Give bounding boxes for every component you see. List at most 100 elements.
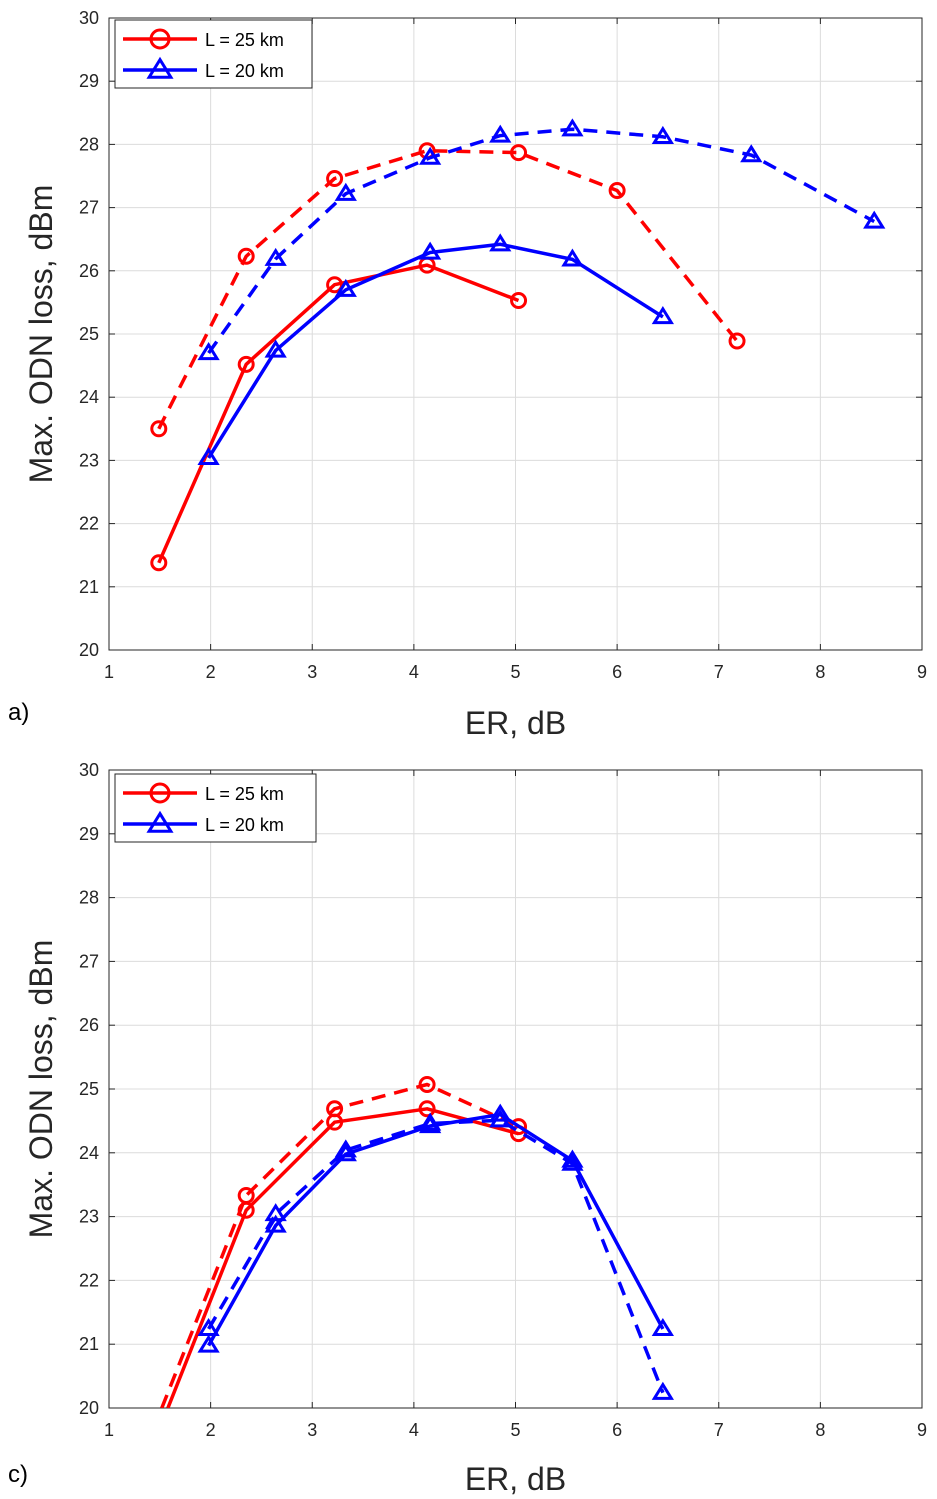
data-point xyxy=(197,1317,220,1337)
legend-marker xyxy=(149,782,171,804)
legend-label: L = 25 km xyxy=(205,784,284,804)
legend: L = 25 km L = 20 km xyxy=(114,773,317,843)
x-axis-label: ER, dB xyxy=(465,705,566,741)
data-point xyxy=(418,1076,436,1094)
data-point xyxy=(334,1143,357,1162)
data-point xyxy=(326,170,344,188)
data-point xyxy=(418,1112,442,1131)
data-point xyxy=(237,247,255,265)
legend-entry: L = 20 km xyxy=(123,810,284,835)
legend-entry: L = 25 km xyxy=(123,782,284,804)
y-tick-label: 30 xyxy=(79,8,99,28)
x-tick-label: 8 xyxy=(815,1420,825,1440)
series-line xyxy=(160,1082,520,1408)
x-tick-label: 7 xyxy=(714,662,724,682)
data-point xyxy=(326,1100,344,1118)
legend-label: L = 20 km xyxy=(205,61,284,81)
data-point xyxy=(489,124,512,143)
y-tick-label: 22 xyxy=(79,1270,99,1290)
y-tick-label: 24 xyxy=(79,1143,99,1163)
x-tick-label: 2 xyxy=(206,1420,216,1440)
data-point xyxy=(264,339,287,358)
series-line xyxy=(207,1118,665,1394)
series-line xyxy=(207,242,664,459)
data-point xyxy=(561,118,584,137)
x-tick-label: 6 xyxy=(612,662,622,682)
x-tick-label: 7 xyxy=(714,1420,724,1440)
series-3 xyxy=(197,233,674,466)
legend: L = 25 km L = 20 km xyxy=(114,19,313,89)
y-tick-label: 28 xyxy=(79,888,99,908)
x-tick-label: 3 xyxy=(307,1420,317,1440)
data-point xyxy=(489,233,512,252)
y-tick-label: 20 xyxy=(79,640,99,660)
data-point xyxy=(334,1139,357,1158)
series-line xyxy=(166,1107,519,1408)
y-tick-label: 26 xyxy=(79,1015,99,1035)
legend-label: L = 25 km xyxy=(205,30,284,50)
data-point xyxy=(489,1109,512,1128)
data-point xyxy=(728,332,746,350)
legend-entry: L = 20 km xyxy=(123,56,284,81)
x-tick-label: 6 xyxy=(612,1420,622,1440)
series-group xyxy=(150,118,886,572)
y-tick-label: 26 xyxy=(79,261,99,281)
data-point xyxy=(561,248,584,267)
y-tick-label: 20 xyxy=(79,1398,99,1418)
data-point xyxy=(264,247,287,266)
y-tick-label: 21 xyxy=(79,1334,99,1354)
data-point xyxy=(740,144,763,163)
y-tick-label: 27 xyxy=(79,198,99,218)
data-point xyxy=(264,1203,287,1222)
x-tick-label: 1 xyxy=(104,662,114,682)
data-point xyxy=(237,1187,255,1205)
series-line xyxy=(157,263,520,564)
data-point xyxy=(197,446,220,466)
series-2 xyxy=(150,142,746,438)
data-point xyxy=(237,355,255,373)
data-point xyxy=(326,276,344,294)
data-point xyxy=(197,1334,220,1353)
data-point xyxy=(510,292,528,310)
y-tick-label: 23 xyxy=(79,1207,99,1227)
x-tick-label: 9 xyxy=(917,662,927,682)
x-tick-label: 1 xyxy=(104,1420,114,1440)
data-point xyxy=(334,278,357,297)
data-point xyxy=(418,1100,436,1118)
y-tick-label: 28 xyxy=(79,134,99,154)
x-axis-label: ER, dB xyxy=(465,1461,566,1497)
series-4 xyxy=(197,1109,674,1400)
legend-marker xyxy=(146,56,174,79)
y-axis-label: Max. ODN loss, dBm xyxy=(23,940,59,1239)
data-point xyxy=(651,1381,674,1400)
x-tick-label: 5 xyxy=(510,1420,520,1440)
legend-marker xyxy=(149,28,171,50)
legend-marker xyxy=(146,810,174,833)
data-point xyxy=(150,420,168,438)
x-tick-label: 4 xyxy=(409,1420,419,1440)
x-tick-label: 5 xyxy=(510,662,520,682)
x-tick-label: 9 xyxy=(917,1420,927,1440)
data-point xyxy=(561,1152,584,1171)
series-4 xyxy=(197,118,886,361)
y-tick-label: 29 xyxy=(79,824,99,844)
series-line xyxy=(207,127,876,355)
data-point xyxy=(608,182,626,200)
y-tick-label: 25 xyxy=(79,1079,99,1099)
data-point xyxy=(418,146,442,165)
data-point xyxy=(651,306,674,325)
data-point xyxy=(489,1103,512,1122)
y-tick-label: 23 xyxy=(79,450,99,470)
data-point xyxy=(863,210,886,229)
y-tick-label: 21 xyxy=(79,577,99,597)
grid xyxy=(109,770,922,1408)
x-tick-label: 2 xyxy=(206,662,216,682)
data-point xyxy=(651,1317,674,1337)
legend-label: L = 20 km xyxy=(205,815,284,835)
data-point xyxy=(510,144,528,162)
